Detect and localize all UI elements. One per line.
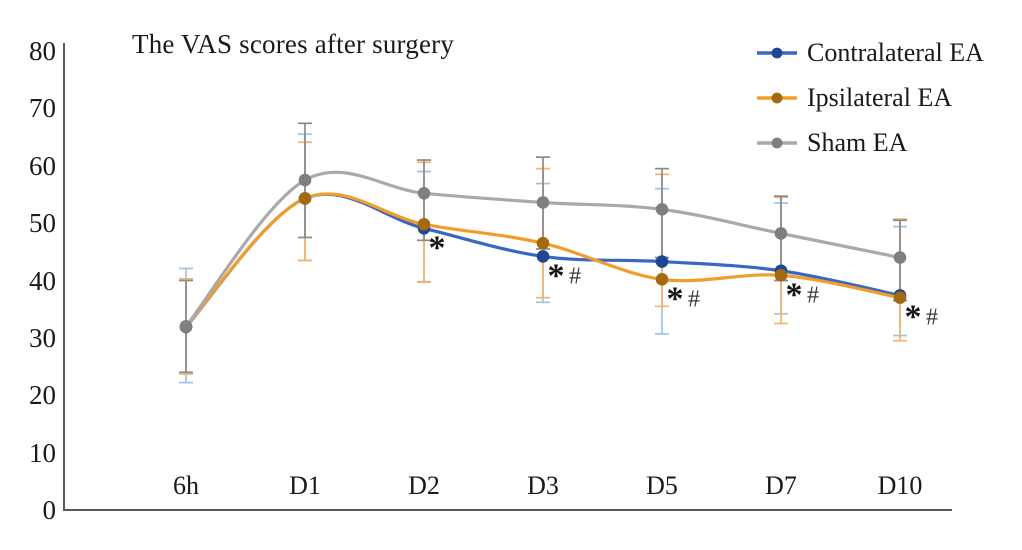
- hash-marker: #: [807, 282, 819, 308]
- y-tick-label-50: 50: [29, 208, 56, 239]
- data-point-marker: [536, 236, 550, 250]
- hash-marker: #: [569, 263, 581, 289]
- y-tick-label-40: 40: [29, 265, 56, 296]
- significance-annotation-D10: * #: [905, 299, 939, 336]
- y-tick-label-70: 70: [29, 93, 56, 124]
- data-point-marker: [179, 320, 193, 333]
- data-point-marker: [655, 203, 669, 216]
- legend-swatch: [757, 137, 797, 148]
- hash-marker: #: [688, 286, 700, 312]
- asterisk-marker: *: [905, 299, 922, 336]
- chart-title: The VAS scores after surgery: [132, 29, 455, 59]
- y-tick-label-20: 20: [29, 380, 56, 411]
- data-point-marker: [655, 273, 669, 286]
- legend: Contralateral EA Ipsilateral EA Sham EA: [756, 30, 984, 165]
- x-tick-label-D7: D7: [765, 471, 797, 500]
- data-point-marker: [536, 250, 550, 263]
- legend-label: Sham EA: [807, 127, 908, 157]
- x-tick-label-D1: D1: [289, 471, 321, 500]
- data-point-marker: [893, 291, 907, 305]
- legend-swatch: [757, 92, 797, 103]
- data-point-marker: [774, 227, 788, 240]
- x-tick-label-D2: D2: [408, 471, 440, 500]
- hash-marker: #: [926, 305, 938, 331]
- x-tick-label-D3: D3: [527, 471, 559, 500]
- significance-annotation-D7: * #: [786, 276, 820, 313]
- asterisk-marker: *: [548, 257, 565, 294]
- legend-label: Contralateral EA: [807, 37, 984, 67]
- x-tick-label-D5: D5: [646, 471, 678, 500]
- data-point-marker: [893, 251, 907, 264]
- legend-item-sham-ea: Sham EA: [756, 120, 984, 165]
- legend-item-contralateral-ea: Contralateral EA: [756, 30, 984, 75]
- data-point-marker: [417, 186, 431, 200]
- data-point-marker: [298, 192, 312, 205]
- significance-annotation-D5: * #: [667, 280, 701, 317]
- data-point-marker: [298, 173, 312, 187]
- y-tick-label-0: 0: [42, 495, 57, 525]
- series-sham-ea: [179, 170, 907, 333]
- legend-item-ipsilateral-ea: Ipsilateral EA: [756, 75, 984, 120]
- y-tick-label-60: 60: [29, 150, 56, 181]
- data-point-marker: [655, 255, 669, 268]
- x-tick-label-D10: D10: [877, 471, 923, 500]
- series-ipsilateral-ea: [179, 192, 907, 333]
- x-tick-label-6h: 6h: [173, 471, 199, 500]
- y-tick-label-80: 80: [29, 36, 56, 66]
- legend-swatch: [757, 47, 797, 58]
- data-point-marker: [536, 196, 550, 209]
- significance-annotation-D3: * #: [548, 257, 582, 294]
- significance-annotation-D2: *: [429, 229, 446, 266]
- data-point-marker: [417, 217, 431, 231]
- y-tick-label-10: 10: [29, 437, 56, 468]
- asterisk-marker: *: [786, 276, 803, 313]
- asterisk-marker: *: [429, 229, 446, 266]
- data-point-marker: [774, 269, 788, 282]
- asterisk-marker: *: [667, 280, 684, 317]
- y-tick-label-30: 30: [29, 322, 56, 353]
- legend-label: Ipsilateral EA: [807, 82, 953, 112]
